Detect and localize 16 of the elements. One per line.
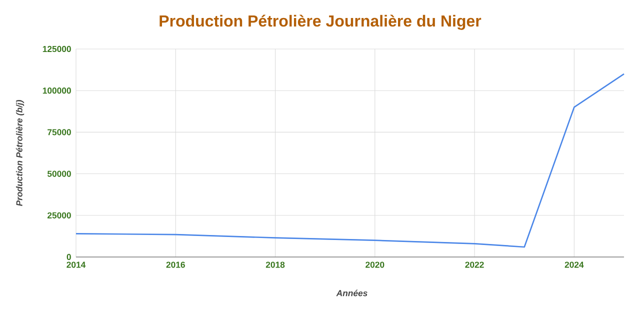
y-tick-label: 100000 xyxy=(42,88,71,94)
x-tick-label: 2022 xyxy=(465,262,484,268)
x-tick-label: 2024 xyxy=(564,262,584,268)
y-axis-title: Production Pétrolière (b/j) xyxy=(16,100,24,206)
line-series xyxy=(75,73,625,248)
y-tick-label: 25000 xyxy=(47,212,71,218)
chart-title: Production Pétrolière Journalière du Niger xyxy=(160,14,482,30)
x-tick-label: 2016 xyxy=(166,262,185,268)
x-tick-label: 2014 xyxy=(66,262,86,268)
y-tick-label: 50000 xyxy=(47,170,71,177)
y-tick-label: 125000 xyxy=(42,46,71,52)
x-tick-label: 2018 xyxy=(266,262,285,268)
x-tick-label: 2020 xyxy=(366,262,384,268)
x-axis-title: Années xyxy=(336,290,368,296)
y-tick-label: 75000 xyxy=(48,129,71,136)
y-tick-label: 0 xyxy=(66,254,71,260)
